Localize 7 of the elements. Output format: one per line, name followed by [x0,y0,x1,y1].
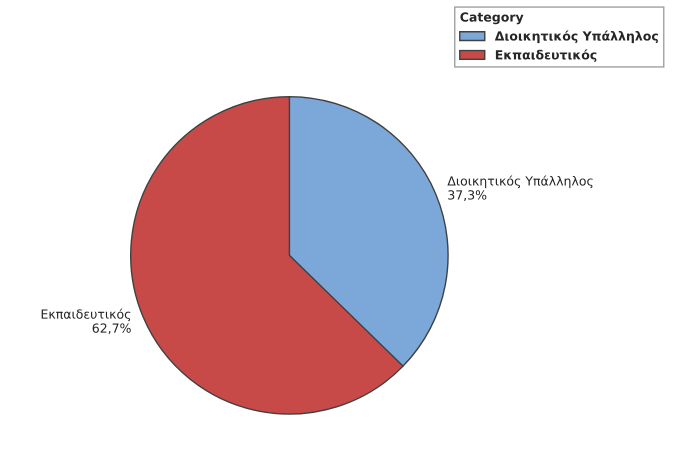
legend-label: Διοικητικός Υπάλληλος [494,30,658,44]
slice-label: Διοικητικός Υπάλληλος [447,175,593,188]
data-label: 62,7% [92,323,131,334]
data-label: 37,3% [448,190,486,201]
slice-label: Εκπαιδευτικός [42,308,130,322]
legend-label: Εκπαιδευτικός [496,49,596,62]
legend-title: Category [460,12,524,24]
